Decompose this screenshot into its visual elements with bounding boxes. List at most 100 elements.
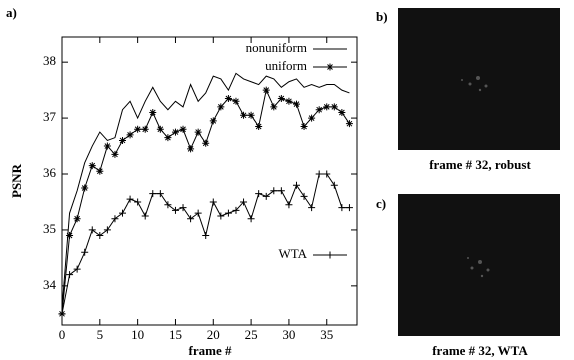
point-marker — [119, 137, 126, 144]
point-marker — [210, 117, 217, 124]
image-caption: frame # 32, WTA — [432, 343, 528, 358]
point-marker — [248, 112, 255, 119]
point-marker — [89, 226, 96, 233]
point-marker — [225, 210, 232, 217]
x-axis-label: frame # — [189, 343, 232, 358]
figure: a) PSNR frame # b) frame # 32, robust c)… — [0, 0, 574, 360]
point-marker — [217, 103, 224, 110]
panel-label: c) — [376, 196, 386, 211]
point-marker — [323, 103, 330, 110]
point-marker — [202, 232, 209, 239]
point-marker — [74, 215, 81, 222]
point-marker — [74, 266, 81, 273]
x-tick-label: 5 — [97, 327, 104, 342]
x-tick-label: 25 — [245, 327, 258, 342]
point-marker — [195, 129, 202, 136]
point-marker — [323, 171, 330, 178]
point-marker — [338, 109, 345, 116]
point-marker — [255, 123, 262, 130]
point-marker — [89, 162, 96, 169]
point-marker — [240, 112, 247, 119]
point-marker — [202, 140, 209, 147]
point-marker — [331, 182, 338, 189]
point-marker — [180, 126, 187, 133]
image-caption: frame # 32, robust — [429, 157, 531, 172]
point-marker — [127, 131, 134, 138]
point-marker — [104, 143, 111, 150]
point-marker — [157, 190, 164, 197]
point-marker — [255, 190, 262, 197]
y-tick-label: 38 — [43, 53, 56, 68]
point-marker — [149, 190, 156, 197]
point-marker — [164, 201, 171, 208]
x-tick-label: 15 — [169, 327, 182, 342]
y-axis-label: PSNR — [9, 163, 24, 198]
point-marker — [210, 198, 217, 205]
point-marker — [278, 187, 285, 194]
point-marker — [232, 98, 239, 105]
point-marker — [308, 204, 315, 211]
point-marker — [195, 210, 202, 217]
x-tick-label: 20 — [207, 327, 220, 342]
point-marker — [142, 126, 149, 133]
point-marker — [346, 120, 353, 127]
point-marker — [180, 204, 187, 211]
legend-label: WTA — [278, 246, 307, 261]
y-tick-label: 35 — [43, 221, 56, 236]
point-marker — [293, 182, 300, 189]
point-marker — [66, 271, 73, 278]
legend-label: uniform — [265, 58, 307, 73]
series-line — [62, 174, 349, 314]
point-marker — [134, 198, 141, 205]
point-marker — [301, 193, 308, 200]
point-marker — [127, 196, 134, 203]
point-marker — [81, 249, 88, 256]
point-marker — [96, 232, 103, 239]
x-tick-label: 10 — [131, 327, 144, 342]
series-line — [62, 90, 349, 314]
point-marker — [316, 106, 323, 113]
point-marker — [187, 215, 194, 222]
point-marker — [331, 103, 338, 110]
point-marker — [81, 184, 88, 191]
point-marker — [285, 201, 292, 208]
point-marker — [263, 87, 270, 94]
point-marker — [142, 212, 149, 219]
legend-marker — [327, 252, 334, 259]
point-marker — [66, 232, 73, 239]
x-tick-label: 0 — [59, 327, 66, 342]
x-tick-label: 35 — [320, 327, 333, 342]
point-marker — [96, 168, 103, 175]
point-marker — [338, 204, 345, 211]
point-marker — [217, 212, 224, 219]
point-marker — [111, 151, 118, 158]
point-marker — [149, 109, 156, 116]
y-tick-label: 36 — [43, 165, 57, 180]
legend-marker — [327, 64, 334, 71]
point-marker — [111, 215, 118, 222]
point-marker — [263, 193, 270, 200]
panel-label: b) — [376, 9, 388, 24]
point-marker — [187, 145, 194, 152]
image — [398, 194, 560, 336]
point-marker — [270, 103, 277, 110]
point-marker — [164, 134, 171, 141]
point-marker — [172, 207, 179, 214]
point-marker — [308, 115, 315, 122]
point-marker — [104, 226, 111, 233]
point-marker — [225, 95, 232, 102]
point-marker — [172, 129, 179, 136]
point-marker — [278, 95, 285, 102]
point-marker — [134, 126, 141, 133]
plot-frame — [62, 37, 357, 325]
series-line — [62, 73, 349, 308]
point-marker — [157, 126, 164, 133]
point-marker — [346, 204, 353, 211]
y-tick-label: 37 — [43, 109, 57, 124]
y-tick-label: 34 — [43, 277, 57, 292]
panel-label: a) — [6, 5, 17, 20]
x-tick-label: 30 — [282, 327, 295, 342]
point-marker — [293, 101, 300, 108]
point-marker — [285, 98, 292, 105]
point-marker — [248, 215, 255, 222]
